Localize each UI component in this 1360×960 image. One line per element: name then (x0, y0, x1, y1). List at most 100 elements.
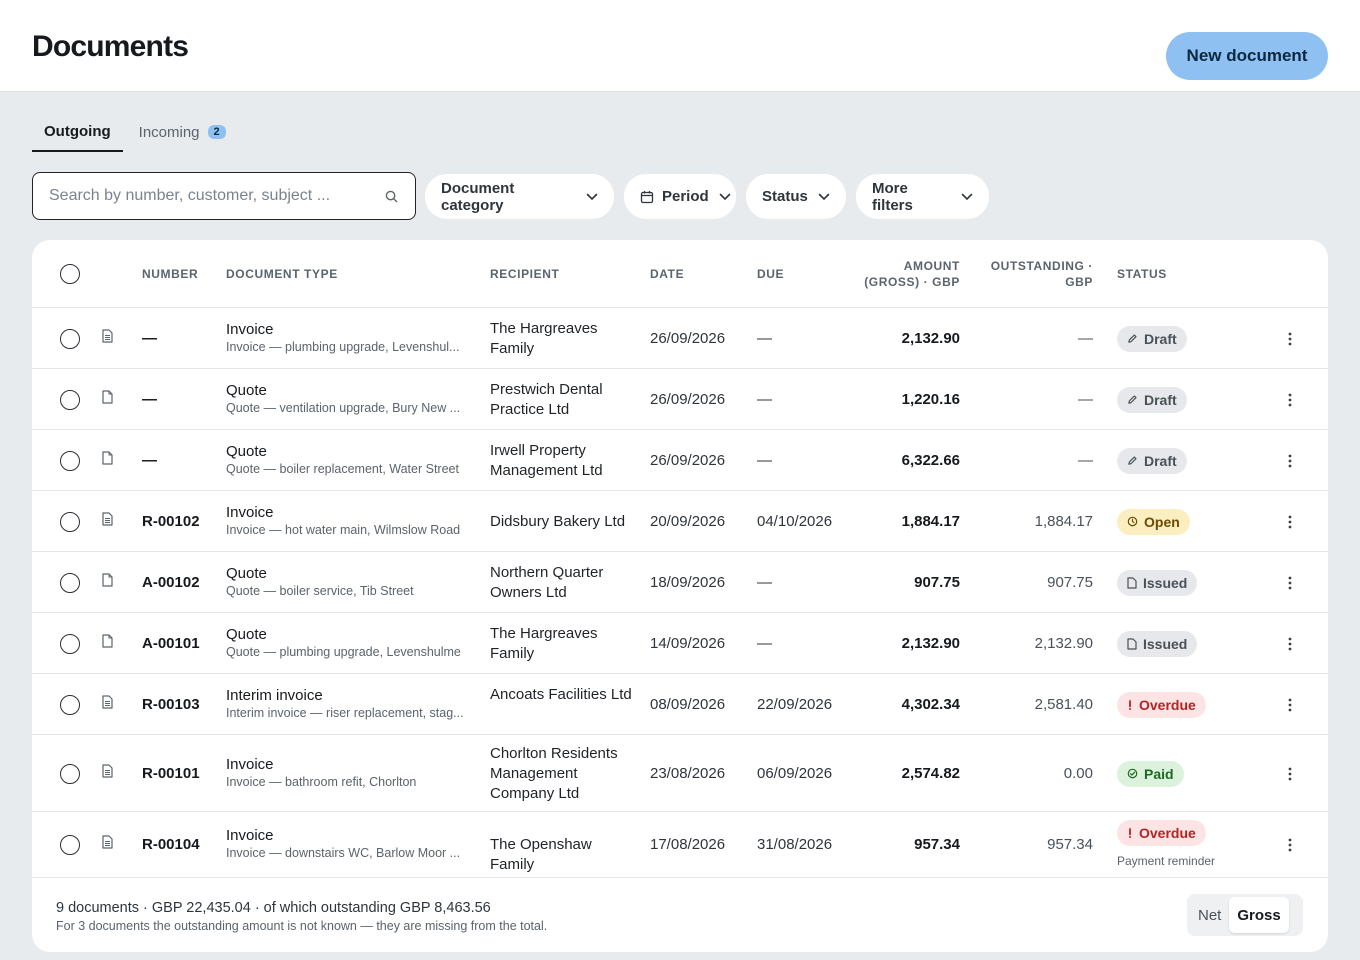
document-type[interactable]: Invoice Invoice — hot water main, Wilmslo… (226, 504, 466, 537)
document-type[interactable]: Quote Quote — boiler replacement, Water S… (226, 443, 466, 476)
document-type[interactable]: Quote Quote — ventilation upgrade, Bury N… (226, 382, 466, 415)
table-row[interactable]: R-00103 Interim invoice Interim invoice — … (32, 674, 1328, 735)
search-input[interactable] (49, 187, 383, 205)
document-type[interactable]: Invoice Invoice — plumbing upgrade, Leven… (226, 321, 466, 354)
status-badge: Overdue (1117, 820, 1206, 846)
new-document-button[interactable]: New document (1166, 32, 1328, 80)
more-options-icon[interactable] (1280, 573, 1300, 593)
document-type[interactable]: Invoice Invoice — bathroom refit, Chorlto… (226, 756, 466, 789)
document-subject: Quote — plumbing upgrade, Levenshulme (226, 644, 461, 659)
table-row[interactable]: R-00101 Invoice Invoice — bathroom refit, … (32, 735, 1328, 812)
tab-incoming[interactable]: Incoming 2 (127, 112, 238, 152)
document-number[interactable]: — (142, 329, 157, 347)
column-header-amount[interactable]: Amount (gross) · GBP (864, 259, 960, 289)
document-number[interactable]: R-00104 (142, 836, 200, 853)
column-header-outstanding[interactable]: Outstanding · GBP (990, 259, 1093, 289)
column-header-document-type[interactable]: Document type (226, 267, 338, 281)
document-date: 26/09/2026 (650, 451, 726, 469)
document-type[interactable]: Invoice Invoice — downstairs WC, Barlow M… (226, 827, 466, 860)
row-checkbox[interactable] (60, 763, 80, 784)
status-badge: Paid (1117, 760, 1184, 787)
amount-gross: 2,132.90 (901, 634, 960, 652)
document-number[interactable]: R-00102 (142, 512, 200, 530)
row-checkbox[interactable] (60, 328, 80, 349)
incoming-count-badge: 2 (207, 125, 226, 139)
more-options-icon[interactable] (1280, 329, 1300, 349)
table-row[interactable]: A-00101 Quote Quote — plumbing upgrade, Le… (32, 613, 1328, 674)
row-checkbox[interactable] (60, 389, 80, 410)
period-filter[interactable]: Period (624, 174, 736, 219)
more-filters-button[interactable]: More filters (856, 174, 989, 219)
top-bar: Documents New document (0, 0, 1360, 92)
outstanding-amount: 0.00 (1063, 764, 1093, 782)
recipient: The Hargreaves Family (490, 624, 598, 662)
document-type[interactable]: Quote Quote — boiler service, Tib Street (226, 565, 466, 598)
net-gross-toggle: Net Gross (1187, 894, 1303, 936)
row-checkbox[interactable] (60, 835, 80, 855)
status-badge: Draft (1117, 386, 1187, 413)
summary-note: For 3 documents the outstanding amount i… (56, 919, 548, 933)
amount-gross: 2,132.90 (901, 329, 960, 347)
table-row[interactable]: A-00102 Quote Quote — boiler service, Tib … (32, 552, 1328, 613)
row-checkbox[interactable] (60, 511, 80, 532)
more-options-icon[interactable] (1280, 390, 1300, 410)
net-toggle-button[interactable]: Net (1190, 897, 1229, 933)
search-icon[interactable] (383, 188, 399, 204)
more-options-icon[interactable] (1280, 764, 1300, 784)
document-subject: Quote — ventilation upgrade, Bury New ..… (226, 400, 461, 415)
document-number[interactable]: A-00101 (142, 634, 200, 652)
more-options-icon[interactable] (1280, 634, 1300, 654)
gross-toggle-button[interactable]: Gross (1229, 897, 1289, 933)
more-options-icon[interactable] (1280, 451, 1300, 471)
document-date: 23/08/2026 (650, 764, 726, 782)
document-date: 17/08/2026 (650, 836, 726, 853)
table-row[interactable]: R-00104 Invoice Invoice — downstairs WC, B… (32, 812, 1328, 878)
document-date: 26/09/2026 (650, 329, 726, 347)
more-options-icon[interactable] (1280, 512, 1300, 532)
document-subject: Invoice — hot water main, Wilmslow Road (226, 522, 461, 537)
document-subject: Quote — boiler replacement, Water Street (226, 461, 459, 476)
document-type[interactable]: Interim invoice Interim invoice — riser r… (226, 687, 466, 720)
amount-gross: 957.34 (914, 836, 960, 853)
select-all-checkbox[interactable] (60, 264, 80, 284)
document-number[interactable]: — (142, 451, 157, 469)
table-row[interactable]: — Quote Quote — boiler replacement, Water … (32, 430, 1328, 491)
status-cell: Draft (1117, 325, 1187, 352)
row-checkbox[interactable] (60, 694, 80, 715)
document-number[interactable]: R-00103 (142, 695, 200, 713)
document-number[interactable]: A-00102 (142, 573, 200, 591)
column-header-date[interactable]: Date (650, 267, 685, 281)
more-options-icon[interactable] (1280, 695, 1300, 715)
due-date: — (757, 634, 772, 652)
column-header-due[interactable]: Due (757, 267, 785, 281)
row-checkbox[interactable] (60, 633, 80, 654)
status-badge: Issued (1117, 569, 1198, 596)
document-subject: Invoice — bathroom refit, Chorlton (226, 774, 417, 789)
column-header-status[interactable]: Status (1117, 267, 1167, 281)
page-title: Documents (32, 30, 189, 63)
column-header-number[interactable]: Number (142, 267, 199, 281)
amount-gross: 907.75 (914, 573, 960, 591)
document-number[interactable]: R-00101 (142, 764, 200, 782)
table-row[interactable]: — Quote Quote — ventilation upgrade, Bury … (32, 369, 1328, 430)
exclamation-icon (1127, 699, 1133, 711)
amount-gross: 4,302.34 (901, 695, 960, 713)
outstanding-amount: 2,581.40 (1034, 695, 1093, 713)
more-options-icon[interactable] (1280, 835, 1300, 855)
document-number[interactable]: — (142, 390, 157, 408)
tab-outgoing[interactable]: Outgoing (32, 112, 123, 152)
row-checkbox[interactable] (60, 572, 80, 593)
document-type[interactable]: Quote Quote — plumbing upgrade, Levenshul… (226, 626, 466, 659)
due-date: 06/09/2026 (757, 764, 833, 782)
outstanding-amount: 1,884.17 (1034, 512, 1093, 530)
status-filter[interactable]: Status (746, 174, 846, 219)
table-row[interactable]: R-00102 Invoice Invoice — hot water main, … (32, 491, 1328, 552)
document-category-filter[interactable]: Document category (425, 174, 614, 219)
due-date: 31/08/2026 (757, 836, 833, 853)
column-header-recipient[interactable]: Recipient (490, 267, 560, 281)
check-circle-icon (1127, 768, 1138, 779)
row-checkbox[interactable] (60, 450, 80, 471)
pencil-icon (1127, 333, 1138, 344)
document-icon (1127, 576, 1137, 589)
table-row[interactable]: — Invoice Invoice — plumbing upgrade, Leve… (32, 308, 1328, 369)
